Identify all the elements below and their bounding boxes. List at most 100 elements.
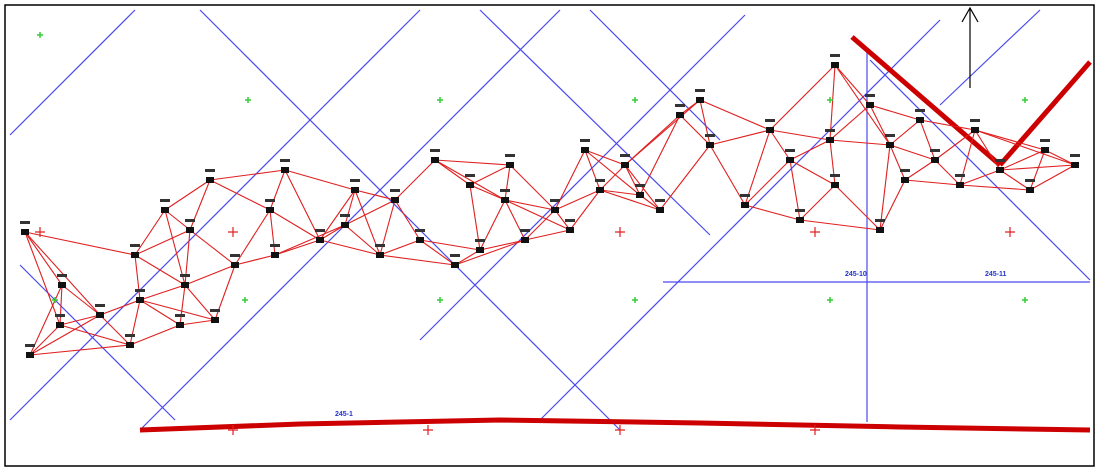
point-label xyxy=(970,119,980,122)
survey-point xyxy=(391,197,399,203)
point-label xyxy=(390,189,400,192)
survey-point xyxy=(971,127,979,133)
survey-point xyxy=(161,207,169,213)
survey-point xyxy=(621,162,629,168)
point-label xyxy=(595,179,605,182)
point-label xyxy=(785,149,795,152)
point-label xyxy=(135,289,145,292)
survey-point xyxy=(1071,162,1079,168)
survey-point xyxy=(956,182,964,188)
point-label xyxy=(230,254,240,257)
survey-point xyxy=(826,137,834,143)
point-label xyxy=(830,174,840,177)
point-label xyxy=(350,179,360,182)
point-label xyxy=(55,314,65,317)
point-label xyxy=(210,309,220,312)
survey-point xyxy=(596,187,604,193)
survey-point xyxy=(316,237,324,243)
survey-point xyxy=(931,157,939,163)
point-label xyxy=(655,199,665,202)
point-label xyxy=(130,244,140,247)
point-label xyxy=(160,199,170,202)
point-label xyxy=(740,194,750,197)
survey-point xyxy=(656,207,664,213)
page: {"map": {"labels": ["245-10", "245-11", … xyxy=(0,0,1101,470)
survey-point xyxy=(866,102,874,108)
point-label xyxy=(375,244,385,247)
survey-point xyxy=(416,237,424,243)
survey-point xyxy=(886,142,894,148)
point-label xyxy=(825,129,835,132)
survey-point xyxy=(676,112,684,118)
point-label xyxy=(875,219,885,222)
survey-point xyxy=(58,282,66,288)
point-label xyxy=(1040,139,1050,142)
survey-point xyxy=(501,197,509,203)
point-label xyxy=(520,229,530,232)
survey-point xyxy=(636,192,644,198)
point-label xyxy=(57,274,67,277)
point-label xyxy=(185,219,195,222)
survey-point xyxy=(21,229,29,235)
point-label xyxy=(705,134,715,137)
point-label xyxy=(695,89,705,92)
point-label xyxy=(465,174,475,177)
point-label xyxy=(175,314,185,317)
survey-point xyxy=(341,222,349,228)
survey-point xyxy=(696,97,704,103)
survey-point xyxy=(176,322,184,328)
point-label xyxy=(795,209,805,212)
point-label xyxy=(125,334,135,337)
survey-point xyxy=(996,167,1004,173)
survey-point xyxy=(206,177,214,183)
survey-point xyxy=(766,127,774,133)
point-label xyxy=(900,169,910,172)
survey-point xyxy=(506,162,514,168)
survey-point xyxy=(131,252,139,258)
survey-point xyxy=(231,262,239,268)
survey-point xyxy=(136,297,144,303)
point-label xyxy=(1070,154,1080,157)
survey-point xyxy=(376,252,384,258)
point-label xyxy=(765,119,775,122)
survey-point xyxy=(706,142,714,148)
point-label xyxy=(580,139,590,142)
point-label xyxy=(635,184,645,187)
point-label xyxy=(930,149,940,152)
grid-label: 245-1 xyxy=(335,411,353,418)
survey-point xyxy=(831,182,839,188)
point-label xyxy=(620,154,630,157)
survey-point xyxy=(1041,147,1049,153)
survey-point xyxy=(266,207,274,213)
survey-point xyxy=(451,262,459,268)
point-label xyxy=(995,159,1005,162)
point-label xyxy=(340,214,350,217)
point-label xyxy=(270,244,280,247)
point-label xyxy=(95,304,105,307)
point-label xyxy=(415,229,425,232)
point-label xyxy=(25,344,35,347)
survey-point xyxy=(581,147,589,153)
survey-point xyxy=(1026,187,1034,193)
point-label xyxy=(500,189,510,192)
point-label xyxy=(505,154,515,157)
point-label xyxy=(180,274,190,277)
survey-point xyxy=(126,342,134,348)
point-label xyxy=(565,219,575,222)
survey-point xyxy=(186,227,194,233)
grid-label: 245-10 xyxy=(845,271,867,278)
point-label xyxy=(20,221,30,224)
point-label xyxy=(315,229,325,232)
survey-point xyxy=(96,312,104,318)
survey-point xyxy=(901,177,909,183)
survey-point xyxy=(876,227,884,233)
point-label xyxy=(955,174,965,177)
survey-point xyxy=(786,157,794,163)
point-label xyxy=(280,159,290,162)
point-label xyxy=(885,134,895,137)
survey-point xyxy=(26,352,34,358)
point-label xyxy=(265,199,275,202)
point-label xyxy=(450,254,460,257)
survey-point xyxy=(521,237,529,243)
survey-point xyxy=(351,187,359,193)
